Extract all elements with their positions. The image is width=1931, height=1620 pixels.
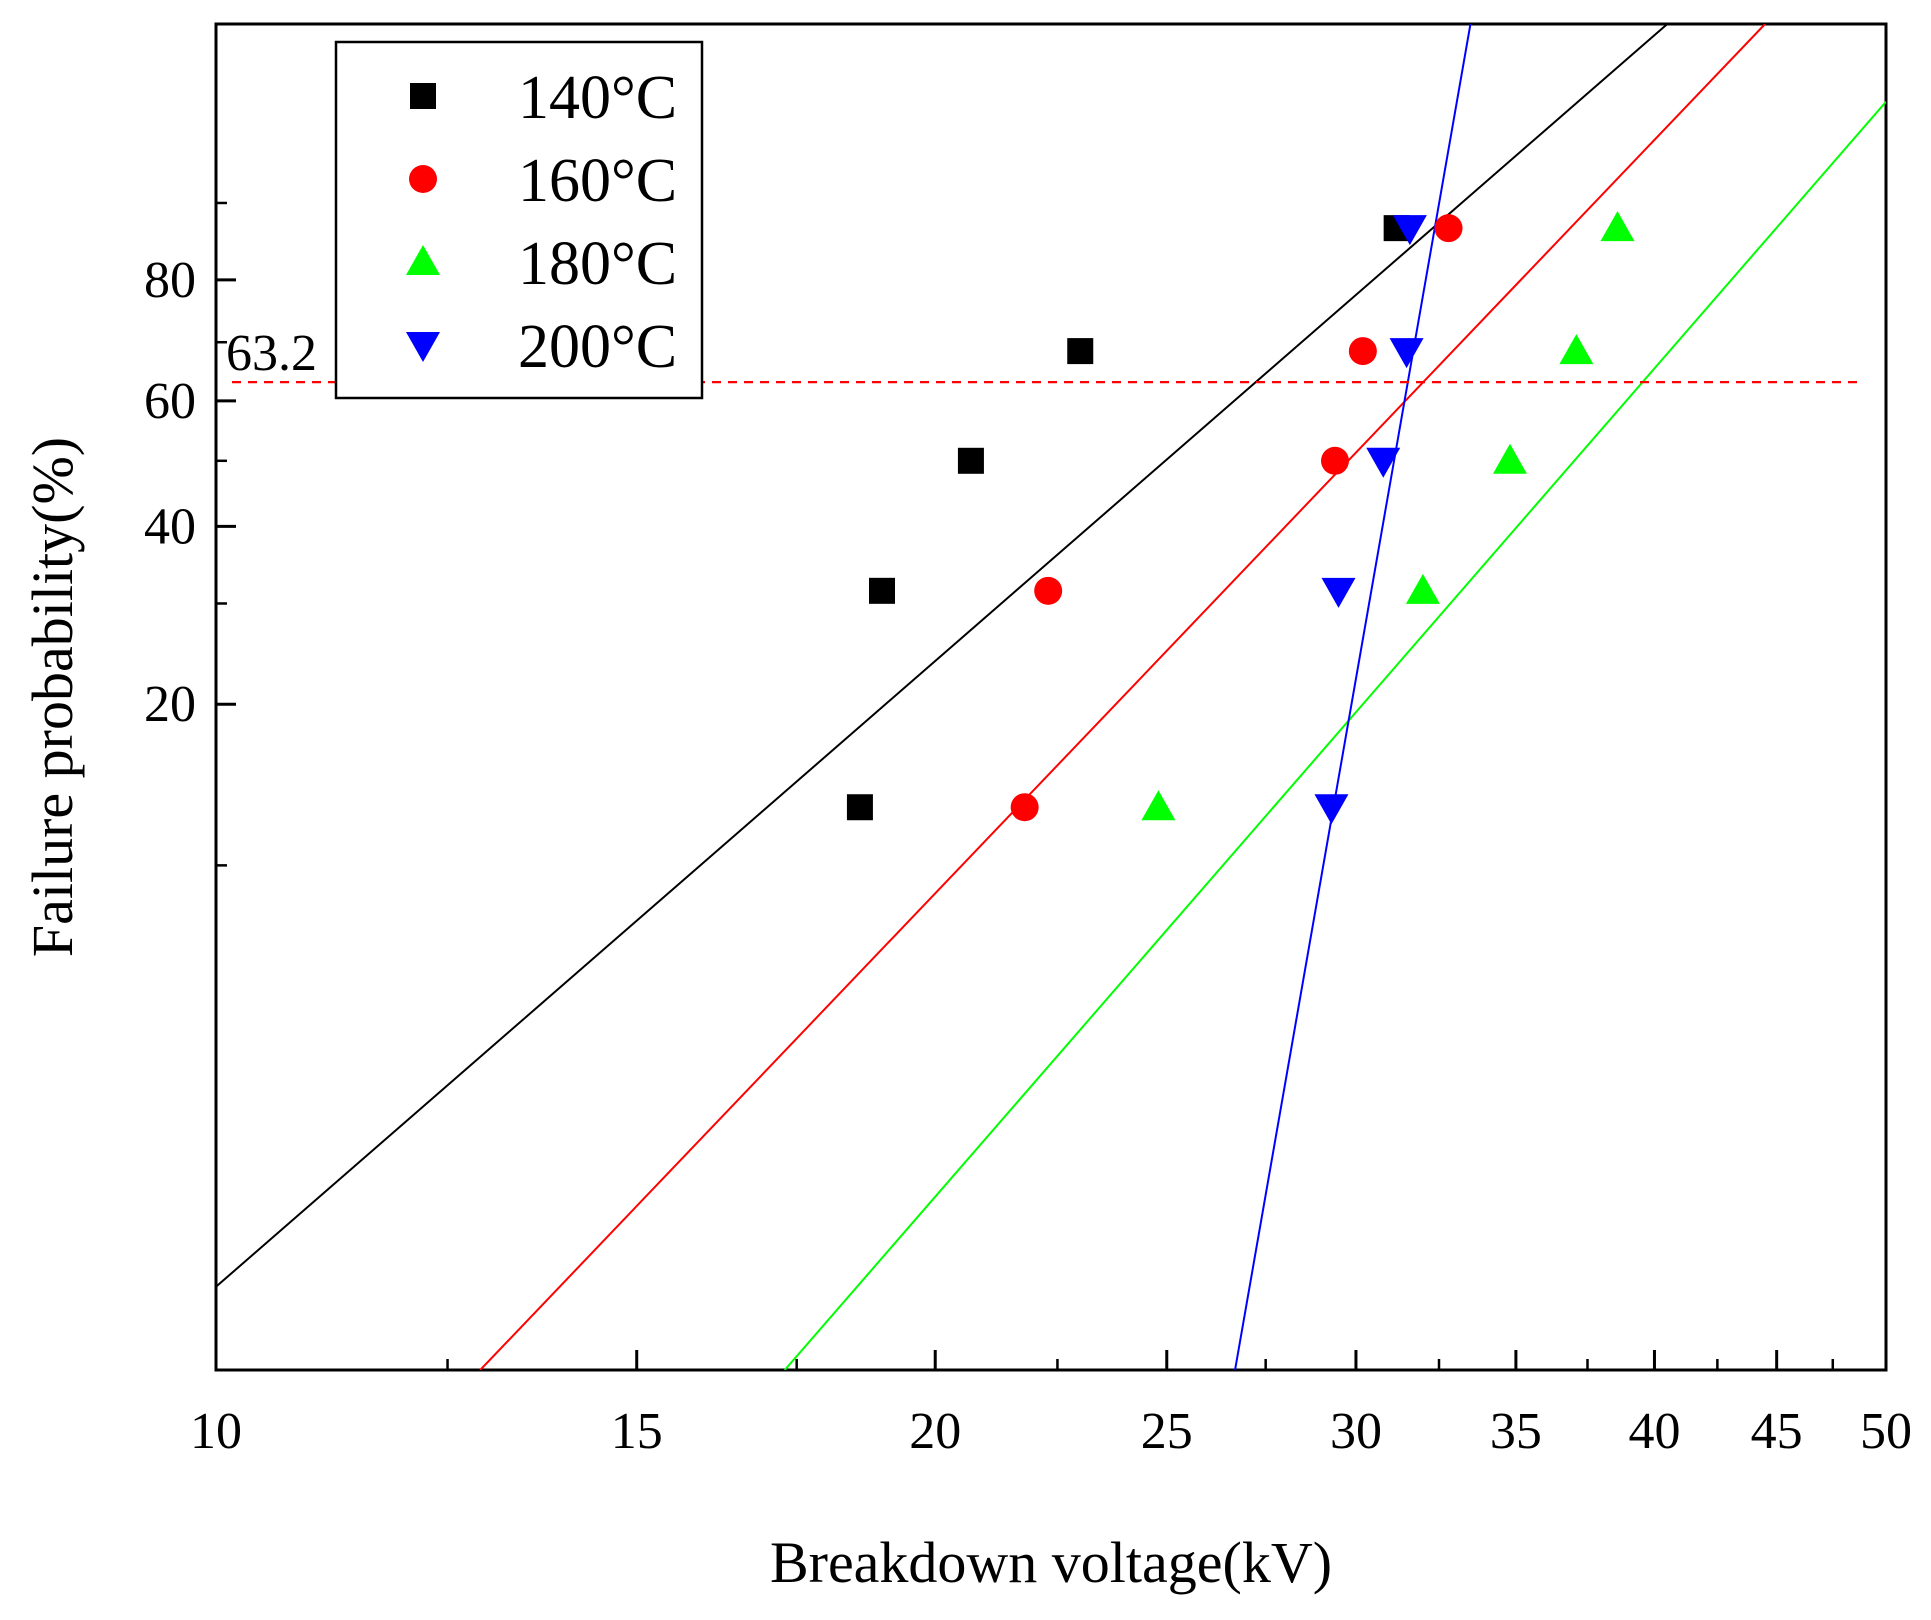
data-point-200c — [1389, 338, 1424, 369]
x-tick-label: 20 — [909, 1403, 961, 1460]
legend-box — [334, 40, 704, 400]
data-point-140c — [869, 577, 896, 604]
data-point-180c — [1492, 443, 1527, 474]
x-tick-label: 40 — [1628, 1403, 1680, 1460]
data-point-200c — [1392, 215, 1427, 246]
data-point-160c — [1348, 337, 1377, 366]
legend-label-140c: 140°C — [518, 64, 677, 132]
data-point-140c — [957, 447, 984, 474]
data-point-160c — [1034, 576, 1063, 605]
data-point-180c — [1141, 790, 1176, 821]
data-point-160c — [1010, 793, 1039, 822]
fit-line-160c — [479, 24, 1766, 1370]
y-tick-label: 20 — [144, 676, 196, 733]
ticks-layer: 10 15 20 25 30 35 40 45 50 20 40 60 80 — [144, 201, 1912, 1460]
x-tick-label: 50 — [1860, 1403, 1912, 1460]
legend: 140°C 160°C 180°C 200°C — [334, 40, 704, 400]
legend-label-180c: 180°C — [518, 230, 677, 298]
data-point-180c — [1559, 334, 1594, 365]
x-tick-label: 45 — [1751, 1403, 1803, 1460]
fit-line-180c — [783, 101, 1886, 1370]
legend-marker-160c — [409, 165, 437, 193]
data-point-200c — [1366, 447, 1401, 478]
data-point-140c — [846, 794, 873, 821]
x-tick-label: 10 — [190, 1403, 242, 1460]
legend-marker-180c — [406, 245, 440, 275]
y-tick-label: 60 — [144, 373, 196, 430]
plot-frame — [214, 22, 1888, 1372]
data-point-140c — [1067, 338, 1094, 365]
x-tick-label: 30 — [1330, 1403, 1382, 1460]
x-axis-title: Breakdown voltage(kV) — [770, 1530, 1332, 1595]
data-point-200c — [1314, 794, 1349, 825]
x-tick-label: 15 — [611, 1403, 663, 1460]
data-point-200c — [1321, 577, 1356, 608]
fit-line-200c — [1234, 24, 1472, 1370]
data-point-180c — [1405, 573, 1440, 604]
data-point-180c — [1600, 211, 1635, 242]
y-tick-label: 40 — [144, 498, 196, 555]
x-tick-label: 35 — [1490, 1403, 1542, 1460]
legend-marker-200c — [406, 332, 440, 362]
reference-line-label: 63.2 — [226, 325, 317, 382]
legend-marker-140c — [410, 83, 436, 109]
legend-label-160c: 160°C — [518, 147, 677, 215]
data-point-160c — [1434, 214, 1463, 243]
legend-label-200c: 200°C — [518, 313, 677, 381]
y-axis-title: Failure probability(%) — [20, 437, 85, 957]
data-points-layer — [846, 211, 1635, 825]
fit-lines-layer — [216, 24, 1886, 1370]
fit-line-140c — [216, 24, 1669, 1288]
data-point-160c — [1320, 446, 1349, 475]
x-tick-label: 25 — [1141, 1403, 1193, 1460]
y-tick-label: 80 — [144, 252, 196, 309]
